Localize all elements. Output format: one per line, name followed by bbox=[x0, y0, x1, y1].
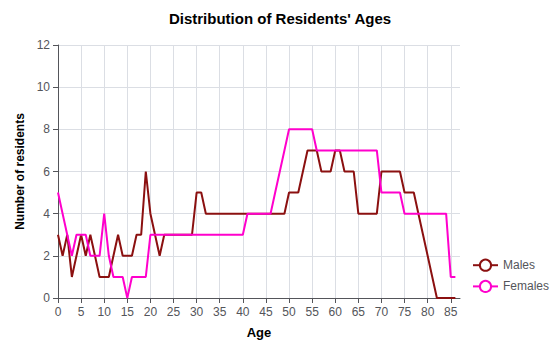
svg-text:35: 35 bbox=[213, 305, 227, 319]
svg-text:10: 10 bbox=[37, 80, 51, 94]
svg-text:0: 0 bbox=[43, 291, 50, 305]
svg-text:65: 65 bbox=[352, 305, 366, 319]
svg-text:75: 75 bbox=[398, 305, 412, 319]
svg-text:40: 40 bbox=[236, 305, 250, 319]
svg-text:2: 2 bbox=[43, 249, 50, 263]
svg-text:30: 30 bbox=[190, 305, 204, 319]
svg-text:Number of residents: Number of residents bbox=[13, 113, 27, 230]
svg-text:8: 8 bbox=[43, 122, 50, 136]
svg-text:45: 45 bbox=[259, 305, 273, 319]
svg-text:70: 70 bbox=[375, 305, 389, 319]
svg-text:10: 10 bbox=[98, 305, 112, 319]
svg-text:Males: Males bbox=[503, 258, 535, 272]
svg-text:80: 80 bbox=[421, 305, 435, 319]
svg-text:6: 6 bbox=[43, 165, 50, 179]
svg-text:5: 5 bbox=[78, 305, 85, 319]
svg-text:4: 4 bbox=[43, 207, 50, 221]
svg-text:85: 85 bbox=[444, 305, 458, 319]
svg-text:50: 50 bbox=[282, 305, 296, 319]
svg-text:25: 25 bbox=[167, 305, 181, 319]
svg-text:55: 55 bbox=[305, 305, 319, 319]
svg-text:15: 15 bbox=[121, 305, 135, 319]
svg-text:0: 0 bbox=[55, 305, 62, 319]
svg-text:Distribution of Residents' Age: Distribution of Residents' Ages bbox=[169, 10, 391, 27]
svg-text:Age: Age bbox=[247, 325, 272, 340]
svg-text:12: 12 bbox=[37, 38, 51, 52]
svg-text:60: 60 bbox=[329, 305, 343, 319]
svg-text:Females: Females bbox=[503, 279, 549, 293]
svg-text:20: 20 bbox=[144, 305, 158, 319]
